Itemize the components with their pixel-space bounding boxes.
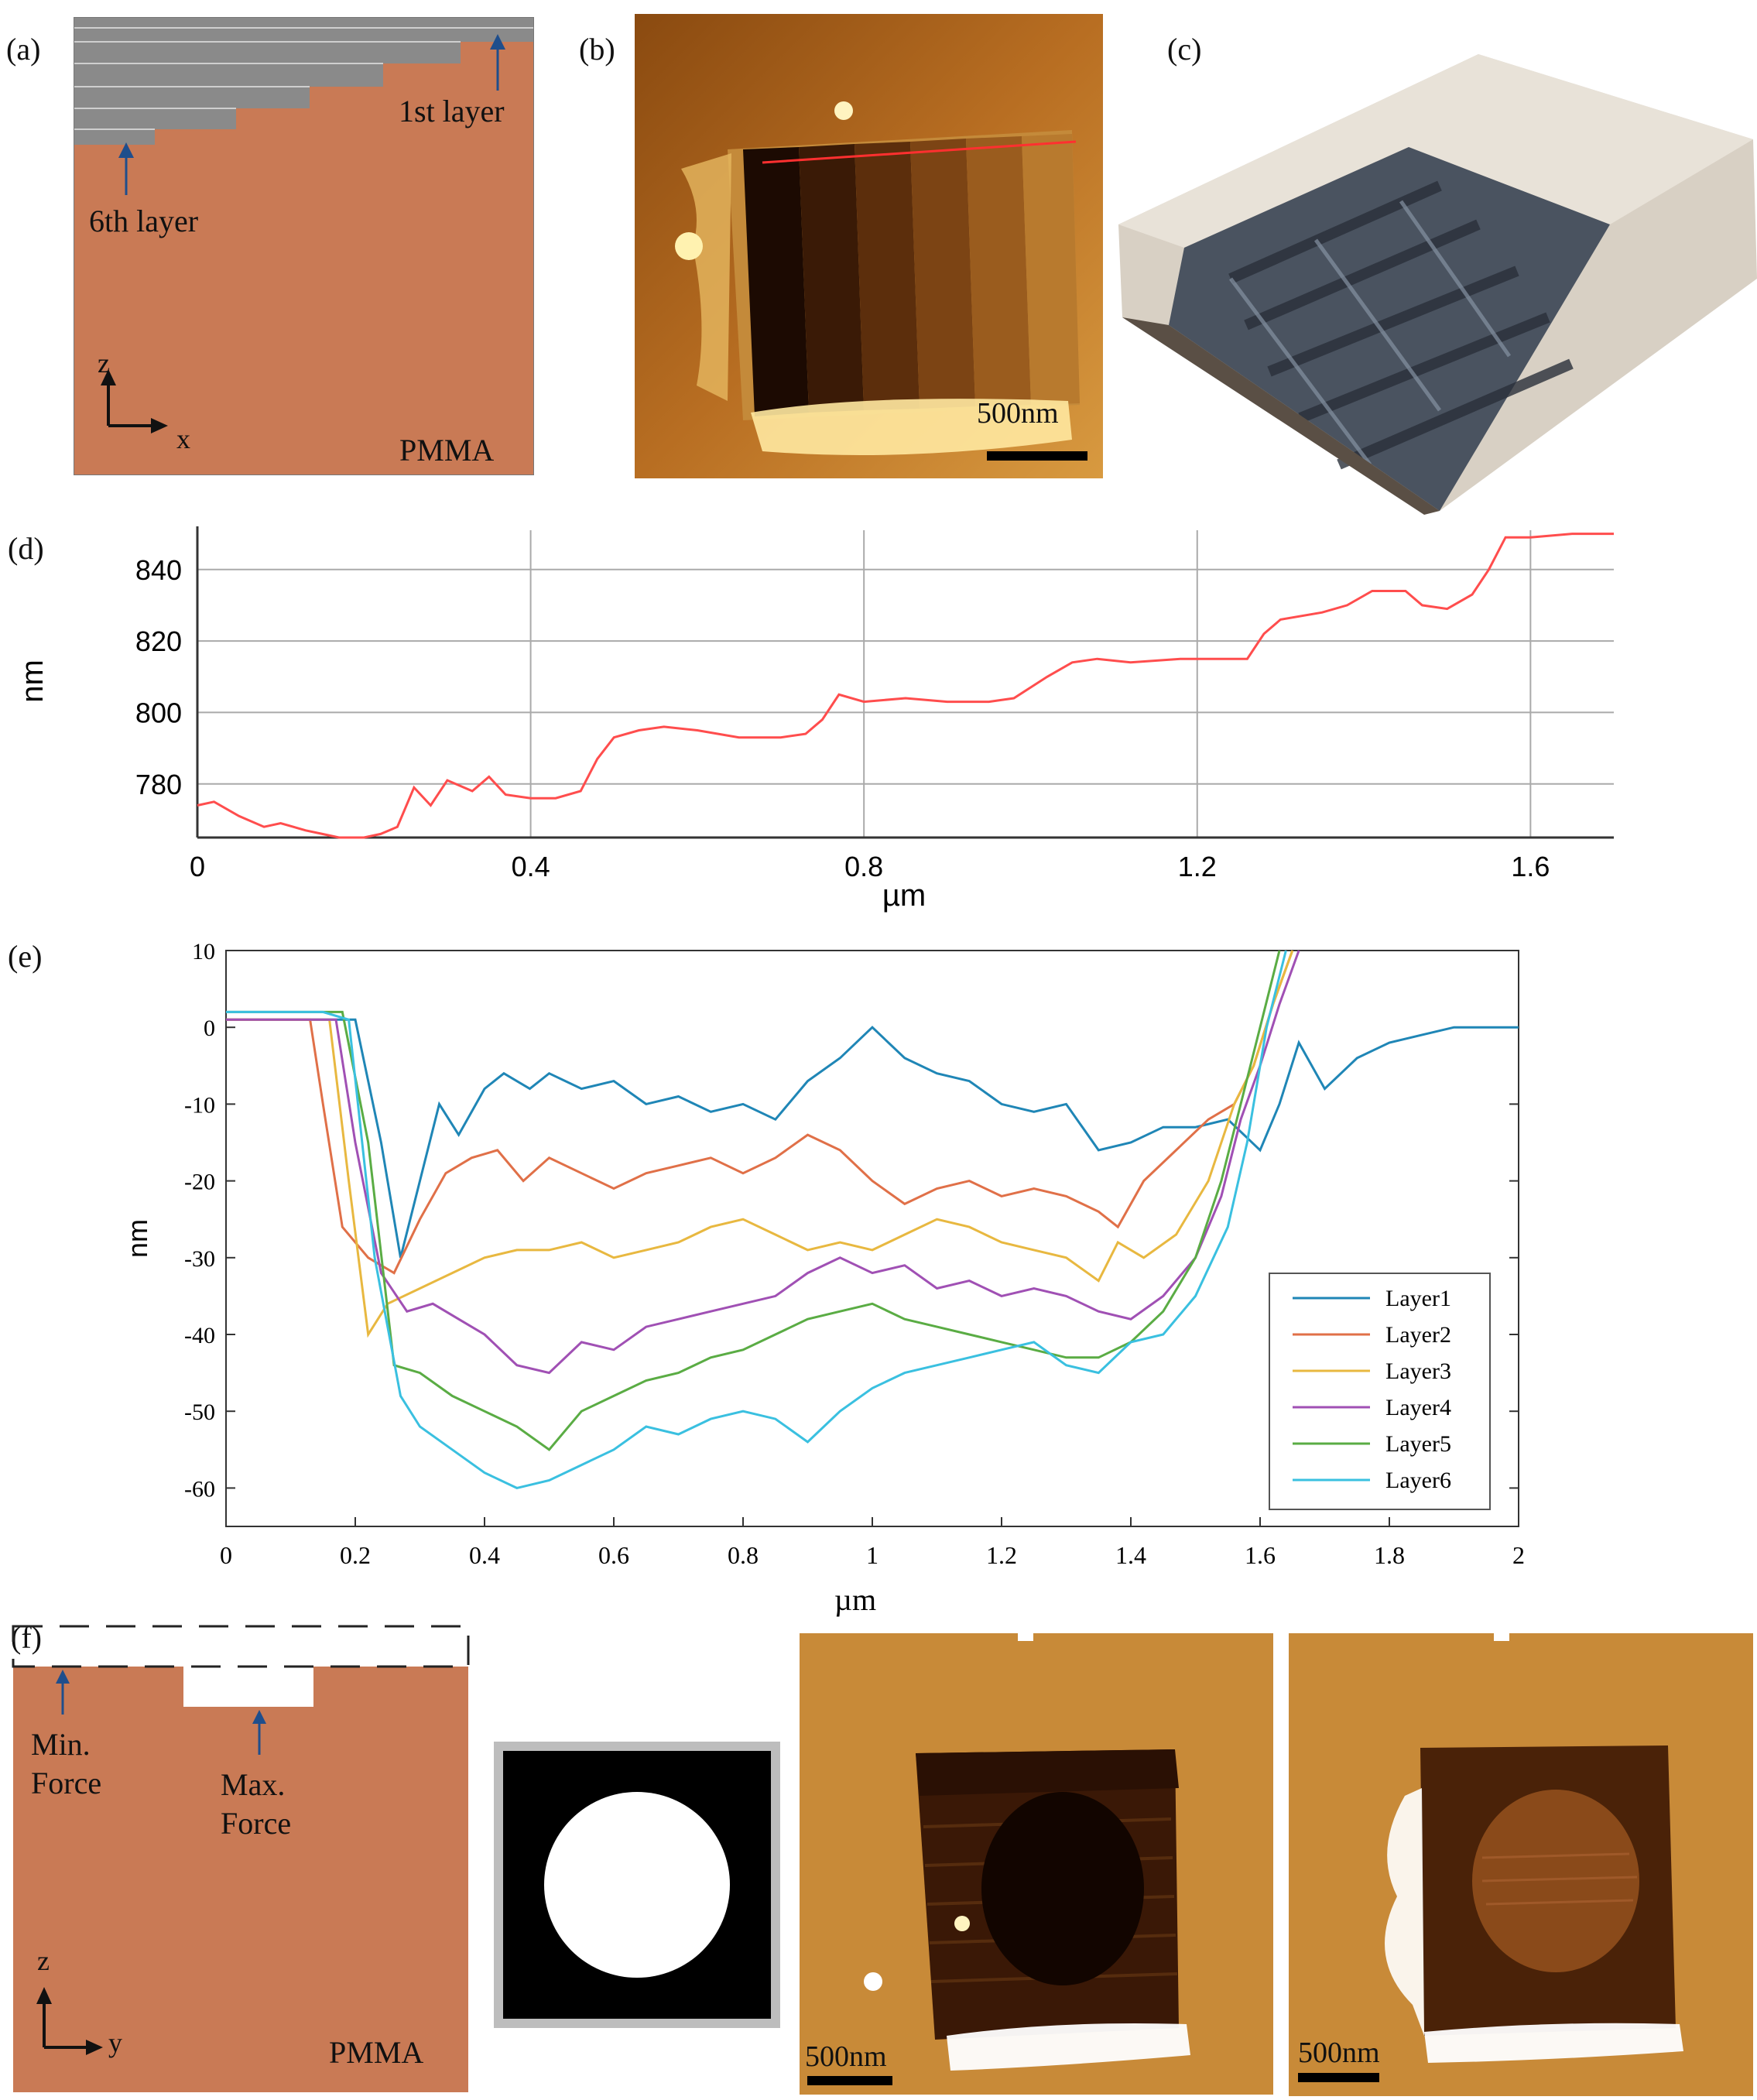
y-tick-label: 10 <box>192 939 215 964</box>
axis-z-label: z <box>98 348 110 379</box>
x-tick-label: 1 <box>866 1541 878 1569</box>
y-tick-label: -10 <box>184 1092 215 1118</box>
axis-y-label-f: y <box>108 2027 122 2058</box>
legend-entry: Layer2 <box>1385 1322 1451 1348</box>
panel-a-schematic <box>74 17 534 475</box>
panel-f-schematic <box>12 1625 470 2092</box>
y-tick-label: -60 <box>184 1476 215 1502</box>
panel-label-e: (e) <box>8 939 43 974</box>
force-map-pattern <box>494 1742 780 2028</box>
legend-entry: Layer3 <box>1385 1358 1451 1384</box>
y-tick-label: 0 <box>204 1016 215 1041</box>
series-line-layer3 <box>226 950 1294 1338</box>
x-tick-label: 1.2 <box>986 1541 1017 1569</box>
arrow-up-icon <box>56 1670 70 1715</box>
pmma-label-f: PMMA <box>329 2035 424 2070</box>
scalebar-b <box>987 451 1087 461</box>
chart-e-series <box>226 950 1519 1489</box>
arrow-up-icon <box>490 34 505 91</box>
chart-d-series-line <box>197 533 1614 839</box>
max-force-label-line2: Force <box>221 1806 292 1841</box>
pmma-label: PMMA <box>399 433 495 468</box>
y-tick-label: 800 <box>135 697 182 728</box>
chart-d-xlabel: µm <box>882 879 926 913</box>
profile-line <box>762 140 1077 164</box>
panel-label-d: (d) <box>8 531 44 566</box>
chart-e-xlabel: µm <box>834 1582 876 1617</box>
panel-label-a: (a) <box>6 32 41 67</box>
y-tick-label: -40 <box>184 1323 215 1348</box>
arrow-up-icon <box>118 142 134 195</box>
y-tick-label: 780 <box>135 769 182 800</box>
scalebar-f2-label: 500nm <box>1298 2037 1380 2069</box>
y-tick-label: -30 <box>184 1246 215 1272</box>
legend-entry: Layer5 <box>1385 1431 1451 1457</box>
chart-d-ylabel: nm <box>15 659 50 703</box>
chart-d-ticks: 780 800 820 840 0 0.4 0.8 1.2 1.6 <box>135 554 1550 882</box>
x-tick-label: 0.4 <box>512 851 550 882</box>
sixth-layer-label: 6th layer <box>89 204 199 238</box>
legend-box <box>1269 1273 1491 1510</box>
afm-image-f2 <box>1289 1633 1753 2096</box>
series-line-layer1 <box>226 1018 1519 1259</box>
legend-entry: Layer6 <box>1385 1468 1451 1493</box>
afm-3d-view-c <box>1118 54 1757 515</box>
chart-e-ylabel: nm <box>122 1219 153 1258</box>
legend-entry: Layer1 <box>1385 1286 1451 1311</box>
first-layer-label: 1st layer <box>399 94 505 128</box>
x-tick-label: 2 <box>1512 1541 1525 1569</box>
x-tick-label: 0.2 <box>340 1541 371 1569</box>
scalebar-f2 <box>1298 2073 1379 2082</box>
chart-d-grid <box>196 526 1614 839</box>
axes-icon <box>101 369 168 433</box>
scalebar-f1 <box>807 2076 892 2085</box>
chart-e: 10 0 -10 -20 -30 -40 -50 -60 0 0.2 0.4 0.6 0.8 1 1.2 1.… <box>122 939 1525 1617</box>
x-tick-label: 0.8 <box>728 1541 759 1569</box>
chart-d: 780 800 820 840 0 0.4 0.8 1.2 1.6 nm µm <box>15 526 1614 913</box>
y-tick-label: -20 <box>184 1170 215 1195</box>
y-tick-label: 840 <box>135 554 182 586</box>
x-tick-label: 0 <box>190 851 205 882</box>
x-tick-label: 1.2 <box>1178 851 1217 882</box>
chart-e-ticks: 10 0 -10 -20 -30 -40 -50 -60 0 0.2 0.4 0.6 0.8 1 1.2 1.… <box>184 939 1525 1569</box>
series-line-layer5 <box>226 950 1281 1451</box>
circle-feature <box>1472 1790 1639 1972</box>
legend-entry: Layer4 <box>1385 1395 1451 1420</box>
circle-pattern-icon <box>544 1792 730 1978</box>
min-force-label-line1: Min. <box>31 1727 91 1762</box>
axes-icon <box>36 1987 103 2055</box>
arrow-up-icon <box>252 1710 266 1755</box>
max-force-label-line1: Max. <box>221 1767 286 1802</box>
scalebar-b-label: 500nm <box>977 397 1059 430</box>
x-tick-label: 1.6 <box>1511 851 1550 882</box>
panel-label-c: (c) <box>1167 32 1202 67</box>
series-line-layer6 <box>226 950 1287 1489</box>
dashed-outline <box>12 1625 470 1668</box>
chart-e-frame <box>225 950 1519 1527</box>
circle-feature <box>981 1792 1144 1985</box>
y-tick-label: -50 <box>184 1399 215 1425</box>
y-tick-label: 820 <box>135 625 182 657</box>
afm-image-b <box>635 14 1103 478</box>
layer-stack <box>74 17 534 145</box>
min-force-label-line2: Force <box>31 1766 102 1800</box>
scalebar-f1-label: 500nm <box>805 2040 887 2073</box>
series-line-layer4 <box>226 950 1300 1375</box>
afm-image-f1 <box>800 1633 1273 2095</box>
x-tick-label: 0.8 <box>844 851 883 882</box>
panel-label-b: (b) <box>579 32 615 67</box>
x-tick-label: 1.8 <box>1374 1541 1405 1569</box>
axis-x-label: x <box>176 423 190 454</box>
x-tick-label: 0.4 <box>469 1541 500 1569</box>
axis-z-label-f: z <box>37 1945 50 1976</box>
series-line-layer2 <box>226 950 1294 1275</box>
x-tick-label: 1.4 <box>1115 1541 1146 1569</box>
chart-e-legend: Layer1 Layer2 Layer3 Layer4 Layer5 Layer6 <box>1269 1273 1491 1510</box>
pmma-substrate-f <box>13 1667 468 2092</box>
x-tick-label: 0.6 <box>598 1541 629 1569</box>
x-tick-label: 0 <box>220 1541 232 1569</box>
x-tick-label: 1.6 <box>1245 1541 1276 1569</box>
layer-lines <box>74 27 534 130</box>
